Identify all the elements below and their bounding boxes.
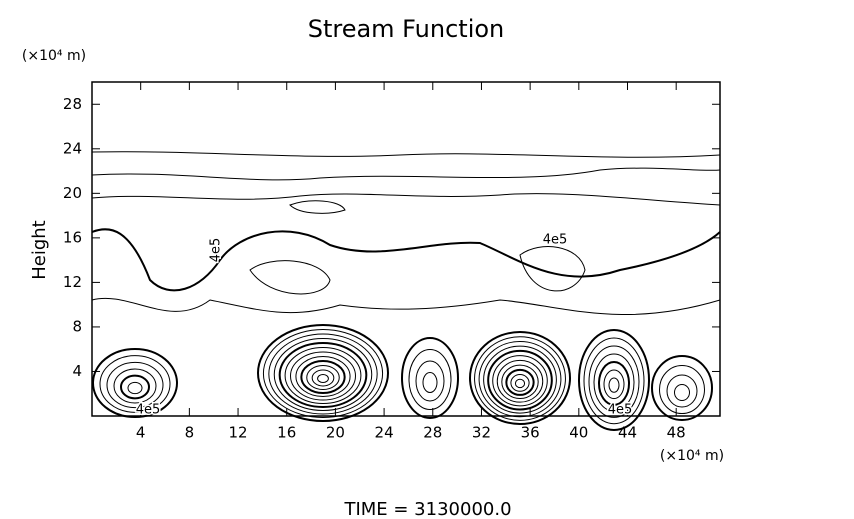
contour-line	[583, 337, 645, 425]
x-tick-label: 32	[472, 424, 491, 442]
contour-line	[408, 349, 452, 410]
x-tick-label: 24	[375, 424, 394, 442]
x-tick-label: 4	[136, 424, 146, 442]
contour-line	[514, 378, 526, 389]
contour-line	[469, 331, 571, 425]
contour-line	[487, 349, 553, 411]
contour-line	[317, 374, 329, 383]
contour-line	[257, 324, 389, 422]
contour-line	[492, 355, 548, 407]
contour-line	[262, 329, 384, 418]
contour-line	[278, 342, 368, 408]
contour-line	[273, 338, 373, 411]
contour-line	[603, 369, 625, 400]
contour-line	[295, 356, 351, 397]
contour-line	[311, 369, 335, 387]
contour-line	[106, 361, 164, 409]
contour-line	[588, 345, 640, 418]
contour-line	[401, 337, 459, 419]
contour-line	[474, 336, 566, 421]
contour-line	[92, 348, 178, 418]
y-tick-label: 16	[63, 228, 82, 246]
contour-line	[99, 355, 171, 413]
x-tick-label: 44	[618, 424, 637, 442]
contour-line	[598, 361, 630, 406]
contour-line	[510, 374, 530, 392]
contour-line	[593, 353, 635, 412]
x-tick-label: 12	[228, 424, 247, 442]
contour-line	[505, 368, 535, 396]
y-tick-label: 28	[63, 95, 82, 113]
contour-line	[268, 333, 378, 415]
contour-label: 4e5	[136, 403, 161, 418]
x-tick-label: 20	[326, 424, 345, 442]
y-unit: (×10⁴ m)	[22, 48, 86, 64]
x-tick-label: 40	[569, 424, 588, 442]
contour-line	[300, 360, 346, 394]
y-tick-label: 24	[63, 139, 82, 157]
contour-line	[415, 360, 445, 402]
x-tick-label: 28	[423, 424, 442, 442]
x-tick-label: 8	[185, 424, 195, 442]
contour-line	[127, 381, 143, 395]
footer: TIME = 3130000.0	[343, 499, 511, 519]
x-tick-label: 16	[277, 424, 296, 442]
y-tick-label: 12	[63, 273, 82, 291]
contour-line	[501, 364, 539, 400]
y-tick-label: 8	[72, 317, 82, 335]
contour-line	[666, 374, 698, 408]
x-unit: (×10⁴ m)	[660, 448, 724, 464]
x-tick-label: 36	[521, 424, 540, 442]
contour-line	[422, 372, 438, 393]
contour-line	[306, 365, 340, 390]
contour-line	[496, 359, 544, 403]
x-tick-label: 48	[667, 424, 686, 442]
contour-line	[290, 351, 356, 401]
contour-label: 4e5	[608, 403, 633, 418]
contour-line	[674, 384, 690, 401]
y-tick-label: 20	[63, 184, 82, 202]
contours	[91, 151, 721, 431]
plot-frame	[91, 81, 721, 417]
y-tick-label: 4	[72, 362, 82, 380]
y-axis-label: Height	[29, 220, 50, 280]
contour-line	[608, 377, 620, 393]
contour-line	[120, 374, 150, 400]
contour-label: 4e5	[209, 238, 224, 263]
contour-line	[651, 355, 713, 421]
contour-line	[578, 329, 650, 431]
chart-title: Stream Function	[308, 15, 505, 43]
contour-line	[659, 365, 705, 414]
contour-label: 4e5	[543, 233, 568, 248]
contour-line	[113, 368, 157, 404]
contour-line	[483, 345, 557, 414]
contour-line	[284, 347, 362, 404]
